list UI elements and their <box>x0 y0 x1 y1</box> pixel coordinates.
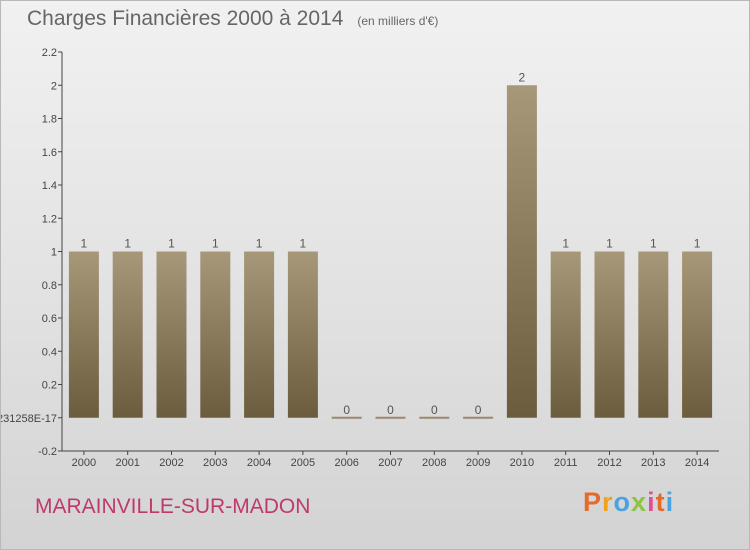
y-tick-label: -0.2 <box>38 446 57 458</box>
bar-value-label: 1 <box>81 237 88 251</box>
commune-name: MARAINVILLE-SUR-MADON <box>35 495 311 518</box>
bar-value-label: 1 <box>124 237 131 251</box>
y-tick-label: 1.4 <box>42 180 57 192</box>
bar-value-label: 0 <box>387 403 394 417</box>
bar <box>682 251 713 418</box>
bar <box>287 251 318 418</box>
x-tick-label: 2007 <box>378 457 402 469</box>
bar-value-label: 1 <box>256 237 263 251</box>
bar-value-label: 1 <box>606 237 613 251</box>
y-tick-label: 5.5511151231258E-17 <box>1 413 57 425</box>
bar-value-label: 1 <box>562 237 569 251</box>
x-tick-label: 2012 <box>597 457 621 469</box>
bar <box>156 251 187 418</box>
y-tick-label: 2 <box>51 80 57 92</box>
bar <box>506 85 537 418</box>
bar <box>68 251 99 418</box>
x-tick-label: 2001 <box>115 457 139 469</box>
x-tick-label: 2011 <box>554 457 578 469</box>
bar-value-label: 0 <box>343 403 350 417</box>
y-tick-label: 1.8 <box>42 114 57 126</box>
y-tick-label: 0.2 <box>42 380 57 392</box>
y-tick-label: 1 <box>51 247 57 259</box>
bar-value-label: 1 <box>168 237 175 251</box>
x-tick-label: 2006 <box>334 457 358 469</box>
x-tick-label: 2005 <box>291 457 315 469</box>
chart-title: Charges Financières 2000 à 2014 (en milli… <box>27 7 438 31</box>
y-tick-label: 1.6 <box>42 147 57 159</box>
bar <box>463 416 494 419</box>
x-tick-label: 2000 <box>72 457 96 469</box>
x-tick-label: 2004 <box>247 457 271 469</box>
x-tick-label: 2014 <box>685 457 709 469</box>
brand-logo: Proxiti <box>583 487 675 517</box>
bar <box>112 251 143 418</box>
x-tick-label: 2009 <box>466 457 490 469</box>
y-tick-label: 0.8 <box>42 280 57 292</box>
x-tick-label: 2010 <box>510 457 534 469</box>
bar-value-label: 1 <box>300 237 307 251</box>
y-tick-label: 2.2 <box>42 47 57 59</box>
bar <box>550 251 581 418</box>
bar-value-label: 1 <box>212 237 219 251</box>
y-tick-label: 1.2 <box>42 213 57 225</box>
bar-value-label: 0 <box>475 403 482 417</box>
x-tick-label: 2013 <box>641 457 665 469</box>
x-tick-label: 2008 <box>422 457 446 469</box>
bar <box>594 251 625 418</box>
bar <box>244 251 275 418</box>
bar-value-label: 1 <box>694 237 701 251</box>
bar <box>375 416 406 419</box>
bar <box>638 251 669 418</box>
bar-value-label: 0 <box>431 403 438 417</box>
bar <box>419 416 450 419</box>
bar <box>200 251 231 418</box>
bar-value-label: 1 <box>650 237 657 251</box>
y-tick-label: 0.6 <box>42 313 57 325</box>
x-tick-label: 2003 <box>203 457 227 469</box>
x-tick-label: 2002 <box>159 457 183 469</box>
bar <box>331 416 362 419</box>
y-tick-label: 0.4 <box>42 346 57 358</box>
bar-value-label: 2 <box>519 70 526 84</box>
title-text: Charges Financières 2000 à 2014 <box>27 7 344 30</box>
unit-label: (en milliers d'€) <box>357 14 439 28</box>
